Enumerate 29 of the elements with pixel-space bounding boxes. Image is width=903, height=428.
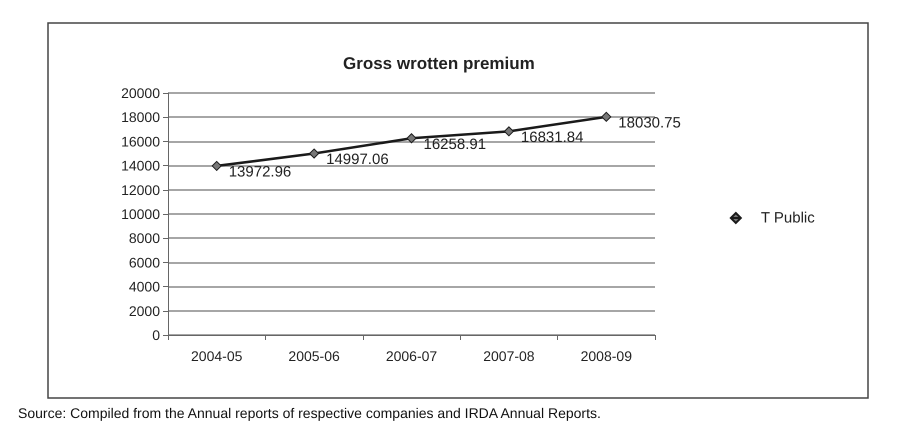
y-tick-label: 18000 — [121, 109, 160, 126]
point — [504, 126, 514, 136]
legend-label: T Public — [760, 210, 816, 226]
point — [406, 133, 416, 144]
data-label: 13972.96 — [228, 163, 292, 180]
data-label: 18030.75 — [618, 114, 681, 132]
y-tick-label: 20000 — [121, 85, 160, 101]
y-tick-label: 0 — [152, 327, 160, 343]
x-tick-label: 2007-08 — [483, 348, 535, 364]
y-tick-label: 8000 — [128, 230, 160, 246]
y-tick-label: 12000 — [121, 182, 160, 198]
point — [309, 148, 320, 159]
x-tick-label: 2008-09 — [580, 348, 632, 364]
y-tick-label: 4000 — [128, 278, 160, 295]
data-label: 16258.91 — [424, 136, 486, 153]
chart-title: Gross wrotten premium — [343, 54, 535, 73]
point — [601, 112, 612, 122]
data-label: 16831.84 — [520, 128, 584, 146]
y-tick-label: 14000 — [121, 158, 160, 174]
y-tick-label: 6000 — [128, 254, 160, 270]
y-tick-label: 10000 — [121, 206, 160, 222]
point — [212, 160, 222, 171]
source-note: Source: Compiled from the Annual reports of respective companies and IRDA Annual Reports. — [18, 405, 601, 421]
y-tick-label: 16000 — [121, 133, 160, 150]
data-label: 14997.06 — [326, 151, 389, 168]
x-tick-label: 2006-07 — [386, 348, 438, 364]
x-tick-label: 2005-06 — [288, 348, 340, 364]
y-tick-label: 2000 — [128, 302, 160, 319]
x-tick-label: 2004-05 — [191, 348, 243, 364]
